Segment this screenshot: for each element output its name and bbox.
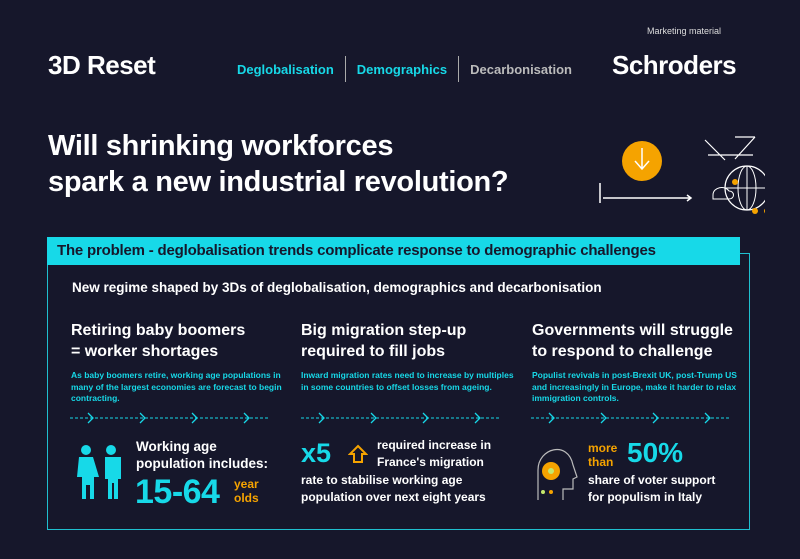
title-line: spark a new industrial revolution? bbox=[48, 166, 509, 198]
column-text: Inward migration rates need to increase … bbox=[301, 370, 514, 392]
divider bbox=[458, 56, 460, 82]
column-heading: Retiring baby boomers = worker shortages bbox=[71, 322, 246, 360]
title-line: Will shrinking workforces bbox=[48, 130, 394, 162]
schroders-logo: Schroders bbox=[612, 50, 737, 80]
populism-stat-label: share of voter support for populism in It… bbox=[588, 473, 716, 504]
column-text: Populist revivals in post-Brexit UK, pos… bbox=[532, 370, 737, 403]
more-than-label: more than bbox=[588, 441, 618, 469]
column-baby-boomers: Retiring baby boomers = worker shortages … bbox=[71, 320, 291, 405]
problem-banner: The problem - deglobalisation trends com… bbox=[47, 237, 740, 265]
column-migration: Big migration step-up required to fill jo… bbox=[301, 320, 521, 393]
marketing-label: Marketing material bbox=[647, 26, 722, 36]
migration-stat-label-bottom: rate to stabilise working age population… bbox=[301, 473, 486, 504]
dashed-arrow-divider-icon bbox=[70, 412, 270, 424]
age-unit: year olds bbox=[234, 477, 259, 505]
nav-deglobalisation[interactable]: Deglobalisation bbox=[237, 61, 334, 77]
dashed-arrow-divider-icon bbox=[301, 412, 501, 424]
dashed-arrow-divider-icon bbox=[531, 412, 731, 424]
topic-nav: Deglobalisation Demographics Decarbonisa… bbox=[226, 56, 583, 82]
drone-globe-illustration-icon bbox=[599, 136, 765, 214]
nav-demographics[interactable]: Demographics bbox=[356, 61, 448, 77]
migration-multiplier: x5 bbox=[301, 438, 332, 468]
column-text: As baby boomers retire, working age popu… bbox=[71, 370, 282, 403]
head-ai-icon bbox=[537, 448, 578, 500]
age-range-value: 15-64 bbox=[135, 473, 220, 511]
populism-share-value: 50% bbox=[627, 437, 684, 468]
column-heading: Big migration step-up required to fill jo… bbox=[301, 322, 467, 360]
column-governments: Governments will struggle to respond to c… bbox=[532, 320, 747, 405]
divider bbox=[344, 56, 346, 82]
up-arrow-icon bbox=[348, 444, 368, 463]
panel-subtitle: New regime shaped by 3Ds of deglobalisat… bbox=[72, 280, 602, 295]
column-heading: Governments will struggle to respond to c… bbox=[532, 322, 733, 360]
nav-decarbonisation[interactable]: Decarbonisation bbox=[470, 61, 572, 77]
brand-title: 3D Reset bbox=[48, 50, 156, 80]
page-title: Will shrinking workforces spark a new in… bbox=[48, 128, 509, 200]
people-icon bbox=[77, 445, 121, 499]
migration-stat-label-top: required increase in France's migration bbox=[377, 438, 492, 469]
working-age-label: Working age population includes: bbox=[136, 439, 268, 471]
